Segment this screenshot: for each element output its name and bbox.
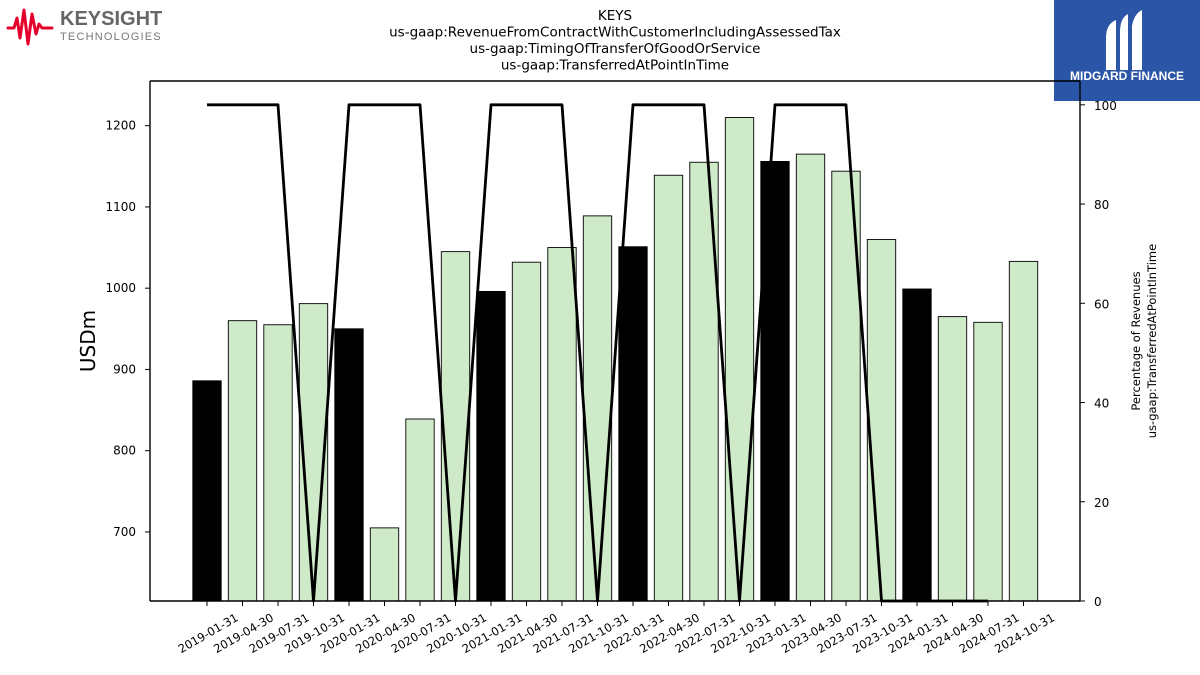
keysight-logo-name: KEYSIGHT xyxy=(60,8,162,30)
bar-2024-01-31 xyxy=(902,288,932,602)
bar-2022-10-31 xyxy=(724,117,755,602)
y2-axis-label-line-1: Percentage of Revenues xyxy=(1129,271,1143,410)
bar-2023-04-30 xyxy=(795,153,826,602)
bar-2024-04-30 xyxy=(937,316,968,602)
keysight-logo: KEYSIGHT TECHNOLOGIES xyxy=(6,8,162,46)
bar-2021-07-31 xyxy=(547,247,577,602)
axis-labels: USDm Percentage of Revenues us-gaap:Transf… xyxy=(76,244,1159,438)
bar-2021-01-31 xyxy=(476,290,506,602)
chart-title-line-4: us-gaap:TransferredAtPointInTime xyxy=(501,58,729,74)
keysight-wave-icon xyxy=(6,8,54,46)
chart-title-line-1: KEYS xyxy=(598,8,632,24)
chart-title: KEYSus-gaap:RevenueFromContractWithCusto… xyxy=(389,8,841,74)
y2-tick-label-0: 0 xyxy=(1094,595,1102,609)
bar-2019-07-31 xyxy=(263,324,293,602)
y-axis-label: USDm xyxy=(76,310,100,372)
y2-axis-label-line-2: us-gaap:TransferredAtPointInTime xyxy=(1145,244,1159,438)
bar-2020-07-31 xyxy=(405,418,435,602)
bar-2024-10-31 xyxy=(1008,260,1039,602)
line-series xyxy=(207,103,988,603)
bar-2020-04-30 xyxy=(369,527,400,602)
bar-2022-04-30 xyxy=(653,174,684,602)
keysight-logo-sub: TECHNOLOGIES xyxy=(60,31,162,43)
y2-tick-label-80: 80 xyxy=(1094,198,1109,212)
y-tick-label-1000: 1000 xyxy=(105,281,136,295)
midgard-logo-name: MIDGARD FINANCE xyxy=(1070,69,1184,83)
bar-2023-10-31 xyxy=(866,238,897,602)
chart-title-line-3: us-gaap:TimingOfTransferOfGoodOrService xyxy=(470,41,761,57)
midgard-mark-icon xyxy=(1106,10,1142,70)
y2-tick-label-100: 100 xyxy=(1094,99,1117,113)
y-tick-label-1100: 1100 xyxy=(105,200,136,214)
y2-tick-label-20: 20 xyxy=(1094,496,1109,510)
y2-tick-label-60: 60 xyxy=(1094,297,1109,311)
bar-2019-04-30 xyxy=(227,320,258,602)
bar-2021-04-30 xyxy=(511,261,542,602)
bar-2022-01-31 xyxy=(618,246,648,602)
bar-2020-01-31 xyxy=(334,328,364,602)
y-tick-label-1200: 1200 xyxy=(105,119,136,133)
line-transferred-at-point-in-time xyxy=(207,103,988,603)
bar-2020-10-31 xyxy=(440,251,471,602)
y2-tick-label-40: 40 xyxy=(1094,397,1109,411)
chart-title-line-2: us-gaap:RevenueFromContractWithCustomerI… xyxy=(389,25,841,41)
bar-2019-01-31 xyxy=(192,380,222,602)
y-tick-label-900: 900 xyxy=(113,362,136,376)
y-tick-label-700: 700 xyxy=(113,525,136,539)
midgard-finance-logo: MIDGARD FINANCE xyxy=(1054,0,1200,101)
bar-2021-10-31 xyxy=(582,215,613,602)
bar-2024-07-31 xyxy=(973,321,1003,602)
axes: 7008009001000110012000204060801002019-01… xyxy=(105,80,1117,656)
y-tick-label-800: 800 xyxy=(113,444,136,458)
